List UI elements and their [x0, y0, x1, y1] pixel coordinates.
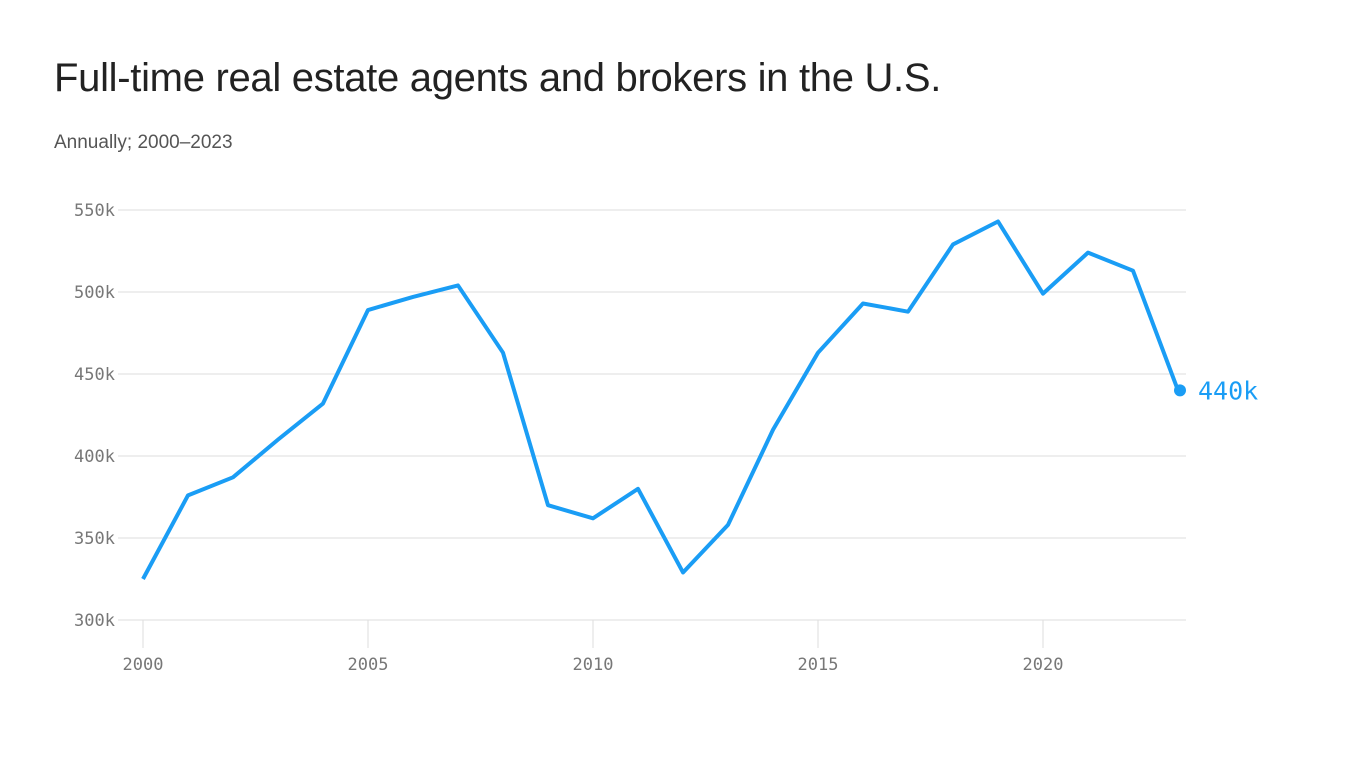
x-tick-label: 2020 [1023, 655, 1064, 675]
x-tick-label: 2005 [348, 655, 389, 675]
end-value-label: 440k [1198, 376, 1258, 405]
chart-subtitle: Annually; 2000–2023 [54, 132, 233, 153]
y-tick-label: 400k [74, 447, 115, 467]
chart-title: Full-time real estate agents and brokers… [54, 56, 942, 100]
end-point-marker [1174, 384, 1186, 397]
y-tick-label: 550k [74, 201, 115, 221]
x-tick-label: 2015 [798, 655, 839, 675]
y-tick-label: 350k [74, 529, 115, 549]
y-tick-label: 500k [74, 283, 115, 303]
x-tick-label: 2000 [123, 655, 164, 675]
data-line [141, 219, 1180, 580]
y-tick-label: 300k [74, 611, 115, 631]
y-tick-label: 450k [74, 365, 115, 385]
x-tick-label: 2010 [573, 655, 614, 675]
